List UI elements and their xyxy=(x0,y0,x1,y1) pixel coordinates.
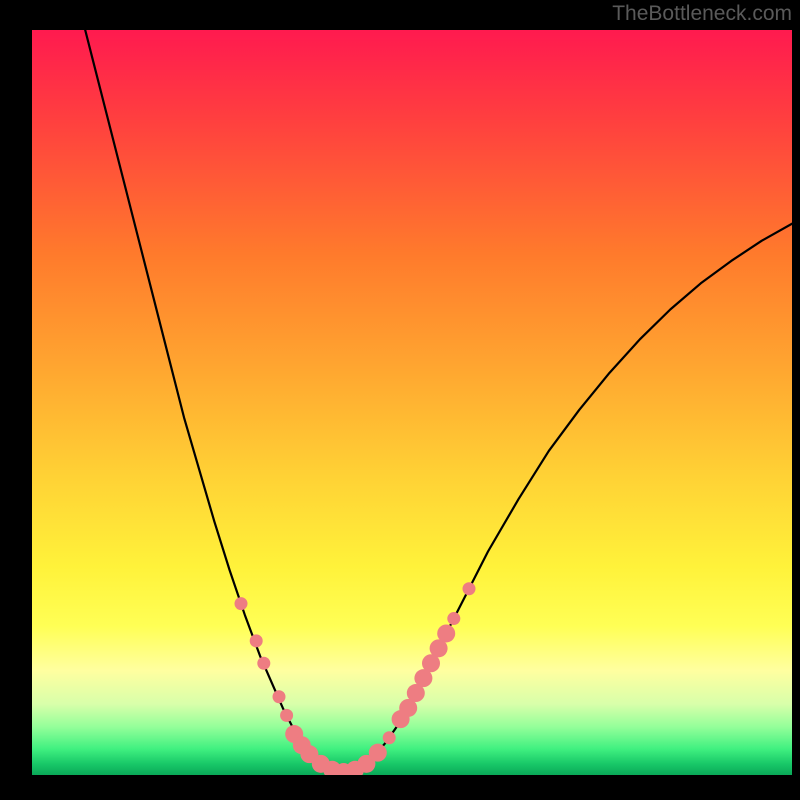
plot-area xyxy=(32,30,792,775)
data-marker xyxy=(273,690,286,703)
data-marker xyxy=(235,597,248,610)
chart-svg xyxy=(32,30,792,775)
data-marker xyxy=(383,731,396,744)
data-marker xyxy=(463,582,476,595)
data-marker xyxy=(280,709,293,722)
data-marker xyxy=(369,744,387,762)
data-marker xyxy=(257,657,270,670)
chart-frame: TheBottleneck.com xyxy=(0,0,800,800)
data-marker xyxy=(250,634,263,647)
data-marker xyxy=(447,612,460,625)
watermark-text: TheBottleneck.com xyxy=(612,2,792,26)
data-marker xyxy=(437,624,455,642)
